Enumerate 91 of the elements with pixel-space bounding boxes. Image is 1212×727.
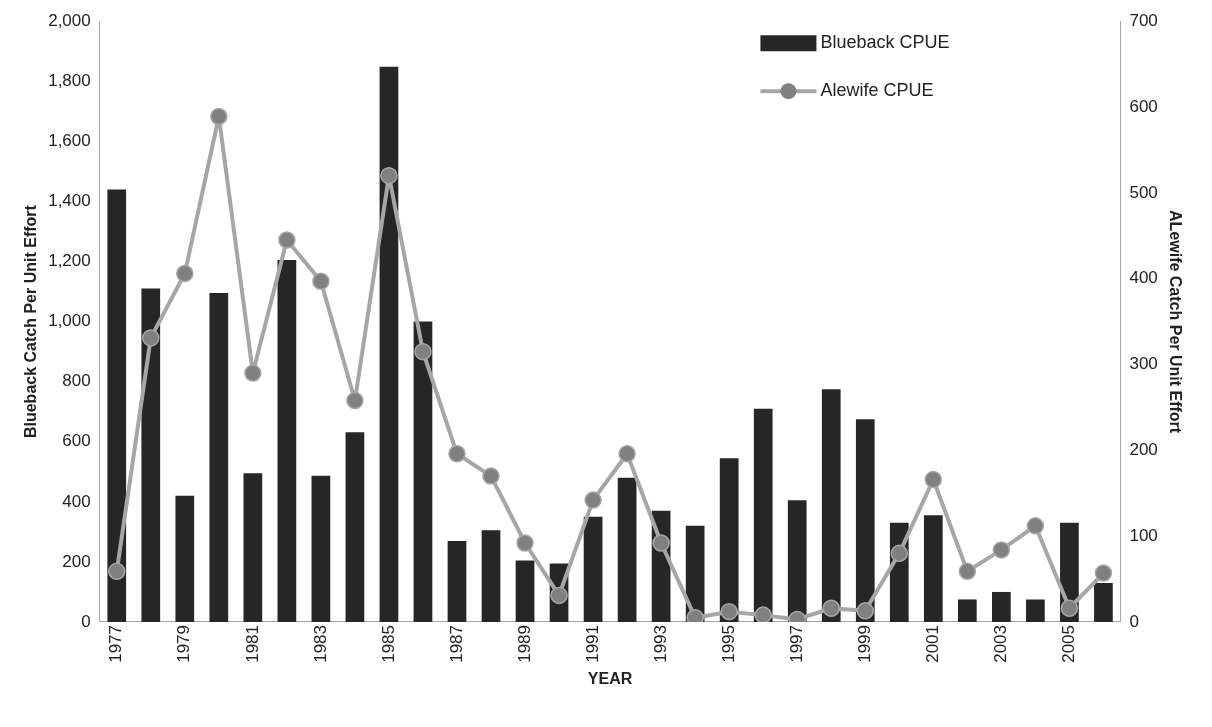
point	[516, 534, 534, 552]
bar	[753, 408, 773, 622]
bar	[277, 260, 297, 622]
y2-axis-title: ALewife Catch Per Unit Effort	[1166, 210, 1184, 434]
bar	[992, 591, 1011, 622]
y-tick-label: 0	[81, 611, 91, 631]
bar	[107, 189, 127, 622]
x-tick-label: 1989	[514, 624, 534, 663]
bar	[1026, 599, 1045, 622]
bar	[855, 419, 875, 622]
point	[992, 541, 1011, 559]
bar	[311, 475, 331, 622]
point	[924, 470, 943, 489]
y2-tick-label: 400	[1129, 268, 1158, 288]
point	[278, 231, 296, 249]
bar	[515, 560, 535, 622]
x-tick-label: 1987	[446, 624, 466, 663]
point	[890, 544, 909, 563]
y-axis-title: Blueback Catch Per Unit Effort	[22, 204, 40, 439]
x-tick-label: 1981	[242, 624, 262, 663]
y2-tick-label: 0	[1129, 611, 1139, 631]
point	[618, 445, 636, 463]
point	[142, 329, 160, 347]
bar	[923, 515, 943, 622]
x-tick-label: 1985	[378, 624, 398, 663]
bar	[141, 288, 161, 622]
point	[754, 606, 772, 622]
y2-tick-label: 300	[1129, 354, 1158, 374]
bar	[175, 495, 195, 622]
x-tick-label: 1993	[650, 624, 670, 663]
bar	[957, 599, 977, 622]
legend-label: Blueback CPUE	[820, 32, 950, 53]
point	[414, 342, 432, 361]
y-tick-label: 800	[62, 371, 91, 391]
point	[584, 491, 602, 509]
point	[1060, 599, 1079, 617]
x-tick-label: 1977	[106, 624, 126, 663]
point	[856, 602, 875, 620]
y2-tick-label: 500	[1129, 182, 1158, 202]
point	[346, 391, 364, 410]
point	[652, 534, 670, 552]
point	[720, 602, 738, 621]
y2-tick-label: 600	[1129, 96, 1158, 116]
bar	[447, 540, 467, 622]
point	[1094, 564, 1113, 582]
bar	[345, 432, 365, 622]
bar	[583, 516, 603, 622]
y-tick-label: 200	[62, 551, 91, 571]
y-tick-label: 1,200	[48, 251, 91, 271]
point	[176, 264, 194, 283]
point	[244, 364, 262, 382]
x-tick-label: 1979	[174, 624, 194, 663]
point	[380, 166, 398, 185]
y-tick-label: 600	[62, 431, 91, 451]
point	[448, 445, 466, 463]
y-tick-label: 2,000	[48, 10, 91, 30]
bar	[821, 389, 841, 622]
x-tick-label: 1995	[718, 624, 738, 663]
y2-tick-label: 100	[1129, 525, 1158, 545]
x-tick-label: 1999	[854, 624, 874, 663]
point	[108, 562, 126, 581]
point	[312, 272, 330, 290]
bar	[719, 458, 739, 622]
point	[1026, 517, 1045, 535]
y2-tick-label: 200	[1129, 440, 1158, 460]
x-tick-label: 2001	[923, 624, 942, 663]
x-tick-label: 1983	[310, 624, 330, 663]
bar	[209, 293, 229, 622]
bar	[379, 66, 399, 622]
y-tick-label: 1,800	[48, 70, 91, 90]
y-tick-label: 1,600	[48, 131, 91, 151]
point	[210, 107, 228, 126]
point	[822, 599, 840, 617]
bar	[481, 530, 501, 622]
point	[958, 562, 977, 581]
bar	[243, 473, 263, 622]
x-tick-label: 1997	[786, 624, 806, 663]
bar	[413, 321, 433, 622]
bar	[1094, 582, 1113, 622]
x-axis-title: YEAR	[587, 669, 633, 687]
legend-label: Alewife CPUE	[820, 80, 934, 101]
bar	[617, 477, 637, 622]
y-tick-label: 400	[62, 491, 91, 511]
y2-tick-label: 700	[1129, 10, 1158, 30]
bar	[787, 500, 807, 622]
x-tick-label: 1991	[582, 624, 602, 663]
y-tick-label: 1,400	[48, 191, 91, 211]
x-tick-label: 2003	[991, 624, 1011, 663]
point	[482, 467, 500, 485]
x-tick-label: 2005	[1059, 624, 1079, 663]
y-tick-label: 1,000	[48, 311, 91, 331]
